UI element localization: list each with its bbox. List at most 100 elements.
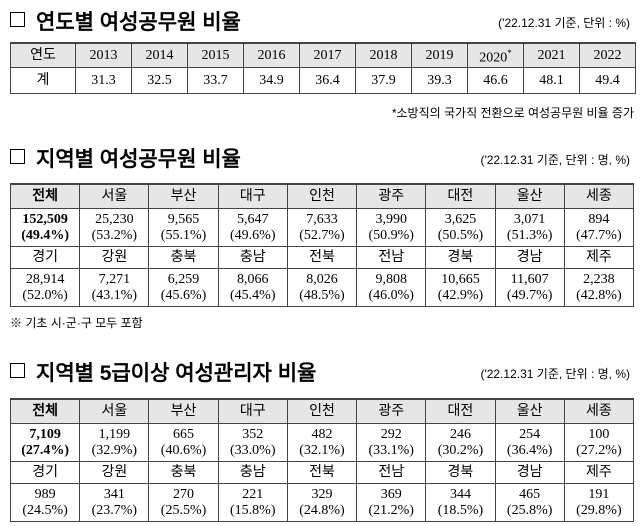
cell-label: 2020 bbox=[479, 50, 508, 66]
cell-percent: (50.9%) bbox=[368, 227, 414, 243]
table-cell: 36.4 bbox=[299, 67, 356, 94]
table-cell: 7,109 (27.4%) bbox=[10, 423, 81, 462]
table-cell: 352 (33.0%) bbox=[217, 423, 288, 462]
table-cell: 34.9 bbox=[243, 67, 300, 94]
table-cell: 270 (25.5%) bbox=[148, 483, 219, 522]
table-cell: 2022 bbox=[579, 42, 636, 68]
cell-count: 352 bbox=[242, 426, 264, 442]
table-cell: 465 (25.8%) bbox=[494, 483, 565, 522]
table-cell: 9,808 (46.0%) bbox=[356, 268, 427, 307]
table-cell: 191 (29.8%) bbox=[563, 483, 634, 522]
table-cell: 인천 bbox=[286, 183, 358, 209]
table-cell: 39.3 bbox=[411, 67, 468, 94]
cell-percent: (51.3%) bbox=[506, 227, 553, 243]
cell-text: 2020* bbox=[479, 45, 512, 67]
cell-percent: (49.4%) bbox=[21, 227, 70, 243]
table-cell: 대구 bbox=[217, 183, 288, 209]
table-cell: 3,625 (50.5%) bbox=[425, 208, 496, 247]
table-cell: 충남 bbox=[217, 246, 288, 269]
table-cell: 대전 bbox=[425, 398, 496, 424]
cell-percent: (49.7%) bbox=[506, 287, 553, 303]
cell-percent: (42.8%) bbox=[576, 287, 622, 303]
cell-count: 665 bbox=[173, 426, 195, 442]
table-cell: 경북 bbox=[425, 246, 496, 269]
cell-percent: (46.0%) bbox=[368, 287, 414, 303]
cell-percent: (55.1%) bbox=[160, 227, 207, 243]
cell-percent: (29.8%) bbox=[576, 502, 622, 518]
table-cell: 경북 bbox=[425, 461, 496, 484]
table-cell: 서울 bbox=[79, 398, 150, 424]
section-title: 지역별 5급이상 여성관리자 비율 bbox=[36, 362, 317, 385]
cell-percent: (53.2%) bbox=[91, 227, 138, 243]
table-cell: 1,199 (32.9%) bbox=[79, 423, 150, 462]
table-cell: 369 (21.2%) bbox=[356, 483, 427, 522]
unit-note: ('22.12.31 기준, 단위 : 명, %) bbox=[480, 153, 630, 167]
table-cell: 246 (30.2%) bbox=[425, 423, 496, 462]
table-cell: 2015 bbox=[187, 42, 244, 68]
cell-count: 28,914 bbox=[25, 271, 65, 287]
cell-count: 10,665 bbox=[441, 271, 480, 287]
cell-count: 9,808 bbox=[375, 271, 407, 287]
cell-count: 989 bbox=[34, 486, 56, 502]
cell-count: 8,026 bbox=[306, 271, 338, 287]
table-cell: 2013 bbox=[75, 42, 132, 68]
table-cell: 경기 bbox=[10, 461, 81, 484]
table-cell: 세종 bbox=[563, 398, 634, 424]
table-cell: 인천 bbox=[286, 398, 358, 424]
cell-percent: (27.4%) bbox=[21, 442, 70, 458]
cell-count: 7,271 bbox=[98, 271, 131, 287]
cell-count: 152,509 bbox=[22, 211, 68, 227]
table-cell: 49.4 bbox=[579, 67, 636, 94]
cell-percent: (49.6%) bbox=[230, 227, 276, 243]
table-cell: 3,071 (51.3%) bbox=[494, 208, 565, 247]
cell-percent: (30.2%) bbox=[437, 442, 484, 458]
table-cell: 989 (24.5%) bbox=[10, 483, 81, 522]
table-cell: 제주 bbox=[563, 246, 634, 269]
cell-percent: (24.8%) bbox=[299, 502, 345, 518]
table-cell: 부산 bbox=[148, 183, 219, 209]
cell-percent: (45.6%) bbox=[160, 287, 207, 303]
table-cell: 경남 bbox=[494, 246, 565, 269]
cell-count: 191 bbox=[588, 486, 610, 502]
cell-count: 11,607 bbox=[510, 271, 549, 287]
cell-count: 5,647 bbox=[237, 211, 269, 227]
cell-count: 341 bbox=[103, 486, 125, 502]
table-cell: 충남 bbox=[217, 461, 288, 484]
cell-count: 465 bbox=[519, 486, 541, 502]
table-cell: 7,271 (43.1%) bbox=[79, 268, 150, 307]
table-cell: 경남 bbox=[494, 461, 565, 484]
table-cell: 서울 bbox=[79, 183, 150, 209]
table-cell: 254 (36.4%) bbox=[494, 423, 565, 462]
cell-percent: (15.8%) bbox=[230, 502, 276, 518]
table-cell: 7,633 (52.7%) bbox=[286, 208, 358, 247]
cell-percent: (25.8%) bbox=[506, 502, 553, 518]
cell-count: 344 bbox=[449, 486, 471, 502]
cell-percent: (40.6%) bbox=[160, 442, 207, 458]
table-cell: 2,238 (42.8%) bbox=[563, 268, 634, 307]
section-title: 지역별 여성공무원 비율 bbox=[36, 148, 241, 171]
cell-percent: (36.4%) bbox=[506, 442, 553, 458]
table-cell: 계 bbox=[10, 67, 76, 94]
table-cell: 전체 bbox=[10, 183, 81, 209]
cell-count: 1,199 bbox=[98, 426, 131, 442]
cell-percent: (33.1%) bbox=[368, 442, 414, 458]
table-cell: 5,647 (49.6%) bbox=[217, 208, 288, 247]
table-cell: 9,565 (55.1%) bbox=[148, 208, 219, 247]
table-cell: 31.3 bbox=[75, 67, 132, 94]
table-cell: 28,914 (52.0%) bbox=[10, 268, 81, 307]
table-cell: 25,230 (53.2%) bbox=[79, 208, 150, 247]
table-cell: 충북 bbox=[148, 461, 219, 484]
cell-count: 292 bbox=[380, 426, 402, 442]
table-cell: 37.9 bbox=[355, 67, 412, 94]
table-cell: 33.7 bbox=[187, 67, 244, 94]
cell-count: 3,625 bbox=[444, 211, 477, 227]
cell-count: 3,990 bbox=[375, 211, 407, 227]
checkbox bbox=[10, 149, 25, 164]
cell-percent: (43.1%) bbox=[91, 287, 138, 303]
table-cell: 329 (24.8%) bbox=[286, 483, 358, 522]
table-cell: 8,066 (45.4%) bbox=[217, 268, 288, 307]
table-cell: 세종 bbox=[563, 183, 634, 209]
cell-percent: (25.5%) bbox=[160, 502, 207, 518]
cell-percent: (24.5%) bbox=[22, 502, 68, 518]
cell-count: 482 bbox=[311, 426, 333, 442]
